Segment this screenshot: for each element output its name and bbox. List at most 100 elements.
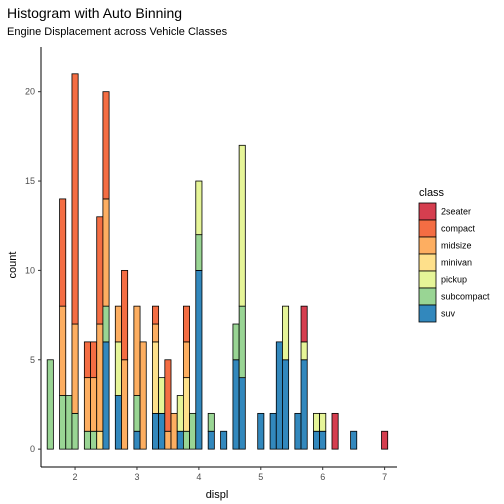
bar-segment-midsize <box>60 306 66 395</box>
bar-segment-compact <box>97 217 103 324</box>
bar-segment-midsize <box>171 413 177 449</box>
bar-segment-subcompact <box>60 396 66 450</box>
x-axis: 2 3 4 5 6 7 <box>41 467 397 482</box>
bar-segment-compact <box>183 306 189 342</box>
bar-segment-minivan <box>97 431 103 449</box>
bar-segment-suv <box>320 431 326 449</box>
bar-segment-suv <box>196 270 202 449</box>
bar-segment-subcompact <box>72 413 78 449</box>
bar-segment-suv <box>103 342 109 449</box>
bar-segment-pickup <box>177 396 183 432</box>
plot-area <box>47 74 388 449</box>
bar-segment-subcompact <box>84 431 90 449</box>
bar-segment-subcompact <box>47 360 53 449</box>
bar-segment-minivan <box>152 342 158 413</box>
y-tick-label: 5 <box>30 355 35 365</box>
y-axis: 0 5 10 15 20 <box>25 47 41 467</box>
bar-segment-suv <box>159 413 165 449</box>
bar-segment-minivan <box>183 378 189 432</box>
legend-label-pickup: pickup <box>441 275 467 285</box>
bar-segment-compact <box>91 342 97 378</box>
legend-key-suv <box>419 305 436 322</box>
bar-segment-compact <box>60 199 66 306</box>
bar-segment-pickup <box>196 181 202 235</box>
bar-segment-midsize <box>84 378 90 432</box>
chart-title: Histogram with Auto Binning <box>7 5 182 21</box>
legend-label-midsize: midsize <box>441 241 472 251</box>
bar-segment-suv <box>351 431 357 449</box>
bar-segment-suv <box>177 431 183 449</box>
bar-segment-midsize <box>165 431 171 449</box>
legend-key-minivan <box>419 254 436 271</box>
bar-segment-subcompact <box>208 413 214 431</box>
bar-segment-pickup <box>239 145 245 306</box>
legend-key-midsize <box>419 237 436 254</box>
legend-title: class <box>419 187 445 199</box>
bar-segment-suv <box>270 413 276 449</box>
bar-segment-subcompact <box>233 324 239 360</box>
legend-label-subcompact: subcompact <box>441 292 490 302</box>
bar-segment-suv <box>233 360 239 449</box>
bar-segment-pickup <box>282 306 288 360</box>
legend-key-pickup <box>419 271 436 288</box>
bar-segment-compact <box>72 74 78 324</box>
bar-segment-2seater <box>382 431 388 449</box>
bar-segment-compact <box>121 270 127 359</box>
bar-segment-2seater <box>301 306 307 342</box>
bar-segment-subcompact <box>190 413 196 449</box>
bar-segment-suv <box>208 431 214 449</box>
x-tick-label: 5 <box>258 472 263 482</box>
bar-segment-compact <box>84 342 90 378</box>
bar-segment-subcompact <box>103 306 109 342</box>
bar-segment-suv <box>134 431 140 449</box>
bar-segment-midsize <box>103 199 109 306</box>
y-tick-label: 15 <box>25 176 35 186</box>
legend: class 2seater compact midsize minivan pickup… <box>419 187 490 322</box>
bar-segment-pickup <box>159 378 165 414</box>
bar-segment-compact <box>165 360 171 431</box>
x-tick-label: 3 <box>134 472 139 482</box>
bar-segment-suv <box>239 378 245 449</box>
bar-segment-suv <box>295 413 301 449</box>
bar-segment-pickup <box>320 413 326 431</box>
bar-segment-midsize <box>140 342 146 449</box>
bar-segment-midsize <box>115 306 121 342</box>
bar-segment-subcompact <box>239 306 245 377</box>
bar-segment-midsize <box>97 324 103 431</box>
x-tick-label: 7 <box>382 472 387 482</box>
bar-segment-compact <box>152 306 158 324</box>
legend-key-compact <box>419 220 436 237</box>
bar-segment-subcompact <box>183 431 189 449</box>
legend-label-2seater: 2seater <box>441 207 471 217</box>
bar-segment-suv <box>152 413 158 449</box>
bar-segment-midsize <box>72 324 78 413</box>
bar-segment-subcompact <box>66 396 72 450</box>
bar-segment-midsize <box>91 378 97 432</box>
bar-segment-compact <box>103 92 109 199</box>
bar-segment-pickup <box>301 342 307 360</box>
y-tick-label: 20 <box>25 87 35 97</box>
bar-segment-suv <box>258 413 264 449</box>
bar-segment-suv <box>282 360 288 449</box>
legend-key-2seater <box>419 203 436 220</box>
bar-segment-pickup <box>313 413 319 431</box>
bar-segment-pickup <box>115 342 121 396</box>
bar-segment-subcompact <box>91 431 97 449</box>
legend-label-minivan: minivan <box>441 258 472 268</box>
bar-segment-subcompact <box>196 235 202 271</box>
bar-segment-suv <box>276 342 282 449</box>
bar-segment-suv <box>115 396 121 450</box>
bar-segment-subcompact <box>134 396 140 432</box>
legend-label-suv: suv <box>441 309 456 319</box>
x-tick-label: 4 <box>196 472 201 482</box>
legend-key-subcompact <box>419 288 436 305</box>
bar-segment-suv <box>221 431 227 449</box>
bar-segment-midsize <box>183 342 189 378</box>
bar-segment-2seater <box>332 413 338 449</box>
bar-segment-suv <box>301 360 307 449</box>
bar-segment-suv <box>313 431 319 449</box>
bar-segment-midsize <box>152 324 158 342</box>
legend-label-compact: compact <box>441 224 476 234</box>
y-axis-title: count <box>7 252 19 279</box>
bar-segment-midsize <box>121 360 127 449</box>
